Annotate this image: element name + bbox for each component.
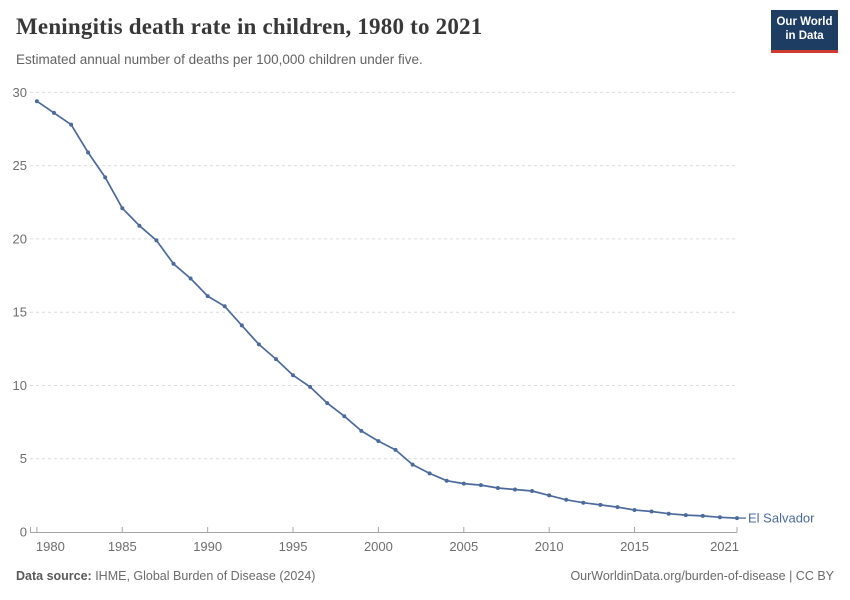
data-point	[683, 513, 688, 518]
data-point	[205, 294, 210, 299]
data-point	[478, 483, 483, 488]
data-point	[120, 206, 125, 211]
owid-logo: Our World in Data	[771, 10, 838, 53]
chart-footer: Data source: IHME, Global Burden of Dise…	[16, 569, 834, 583]
owid-logo-line2: in Data	[785, 30, 824, 42]
y-axis-labels: 0 5 10 15 20 25 30	[13, 85, 27, 540]
data-point	[717, 515, 722, 520]
data-point	[649, 509, 654, 514]
owid-url-text: OurWorldinData.org/burden-of-disease | C…	[570, 569, 834, 583]
data-point	[52, 110, 56, 115]
y-tick-label: 10	[13, 378, 27, 393]
data-point	[308, 384, 313, 389]
x-tick-label: 2015	[620, 539, 649, 554]
data-point	[342, 414, 347, 419]
data-point	[222, 304, 227, 309]
data-point	[69, 122, 74, 127]
x-tick-label: 1985	[108, 539, 137, 554]
data-point	[256, 342, 261, 347]
data-source-value: IHME, Global Burden of Disease (2024)	[91, 569, 316, 583]
y-tick-label: 15	[13, 305, 27, 320]
data-point	[188, 276, 193, 281]
data-point	[564, 497, 569, 502]
data-source-label: Data source:	[16, 569, 92, 583]
data-point	[103, 175, 108, 180]
data-point	[376, 439, 381, 444]
data-point	[615, 505, 620, 510]
x-tick-label: 2021	[710, 539, 739, 554]
series-el-salvador: El Salvador	[34, 99, 815, 526]
x-tick-label: 1990	[193, 539, 222, 554]
x-axis: 1980 1985 1990 1995 2000 2005 2010 2015 2021	[30, 527, 739, 554]
x-tick-label: 2005	[449, 539, 478, 554]
data-point	[513, 487, 517, 492]
page-title: Meningitis death rate in children, 1980 …	[16, 14, 483, 39]
data-point	[598, 502, 603, 507]
data-source-text: Data source: IHME, Global Burden of Dise…	[16, 569, 315, 583]
data-point	[735, 516, 739, 521]
owid-logo-line1: Our World	[776, 16, 833, 29]
data-point	[410, 462, 415, 467]
data-point	[239, 323, 244, 328]
data-point	[530, 489, 535, 493]
data-point	[291, 373, 295, 378]
data-point	[359, 428, 364, 433]
data-point	[427, 471, 432, 476]
data-point	[274, 357, 278, 362]
y-tick-label: 0	[20, 525, 27, 540]
data-point	[632, 508, 637, 512]
data-point	[86, 150, 91, 155]
entity-label: El Salvador	[748, 511, 815, 526]
data-line	[36, 100, 738, 519]
y-tick-label: 30	[13, 85, 27, 100]
data-point	[547, 493, 552, 498]
y-tick-label: 20	[13, 231, 27, 246]
y-tick-label: 25	[13, 158, 27, 173]
chart-subtitle: Estimated annual number of deaths per 10…	[16, 52, 423, 67]
data-point	[461, 481, 466, 486]
data-point	[666, 511, 671, 516]
gridlines	[30, 91, 737, 460]
data-point	[700, 513, 705, 518]
x-tick-label: 2010	[535, 539, 564, 554]
y-tick-label: 5	[20, 451, 27, 466]
data-point	[137, 223, 142, 228]
x-tick-label: 1995	[279, 539, 308, 554]
x-tick-label: 1980	[36, 539, 65, 554]
data-point	[581, 500, 586, 505]
data-point	[154, 238, 159, 243]
data-point	[444, 478, 449, 483]
data-point	[495, 486, 500, 490]
data-point	[34, 99, 39, 104]
data-point	[393, 447, 398, 452]
x-tick-label: 2000	[364, 539, 393, 554]
data-point	[325, 401, 330, 406]
data-point	[171, 261, 176, 266]
